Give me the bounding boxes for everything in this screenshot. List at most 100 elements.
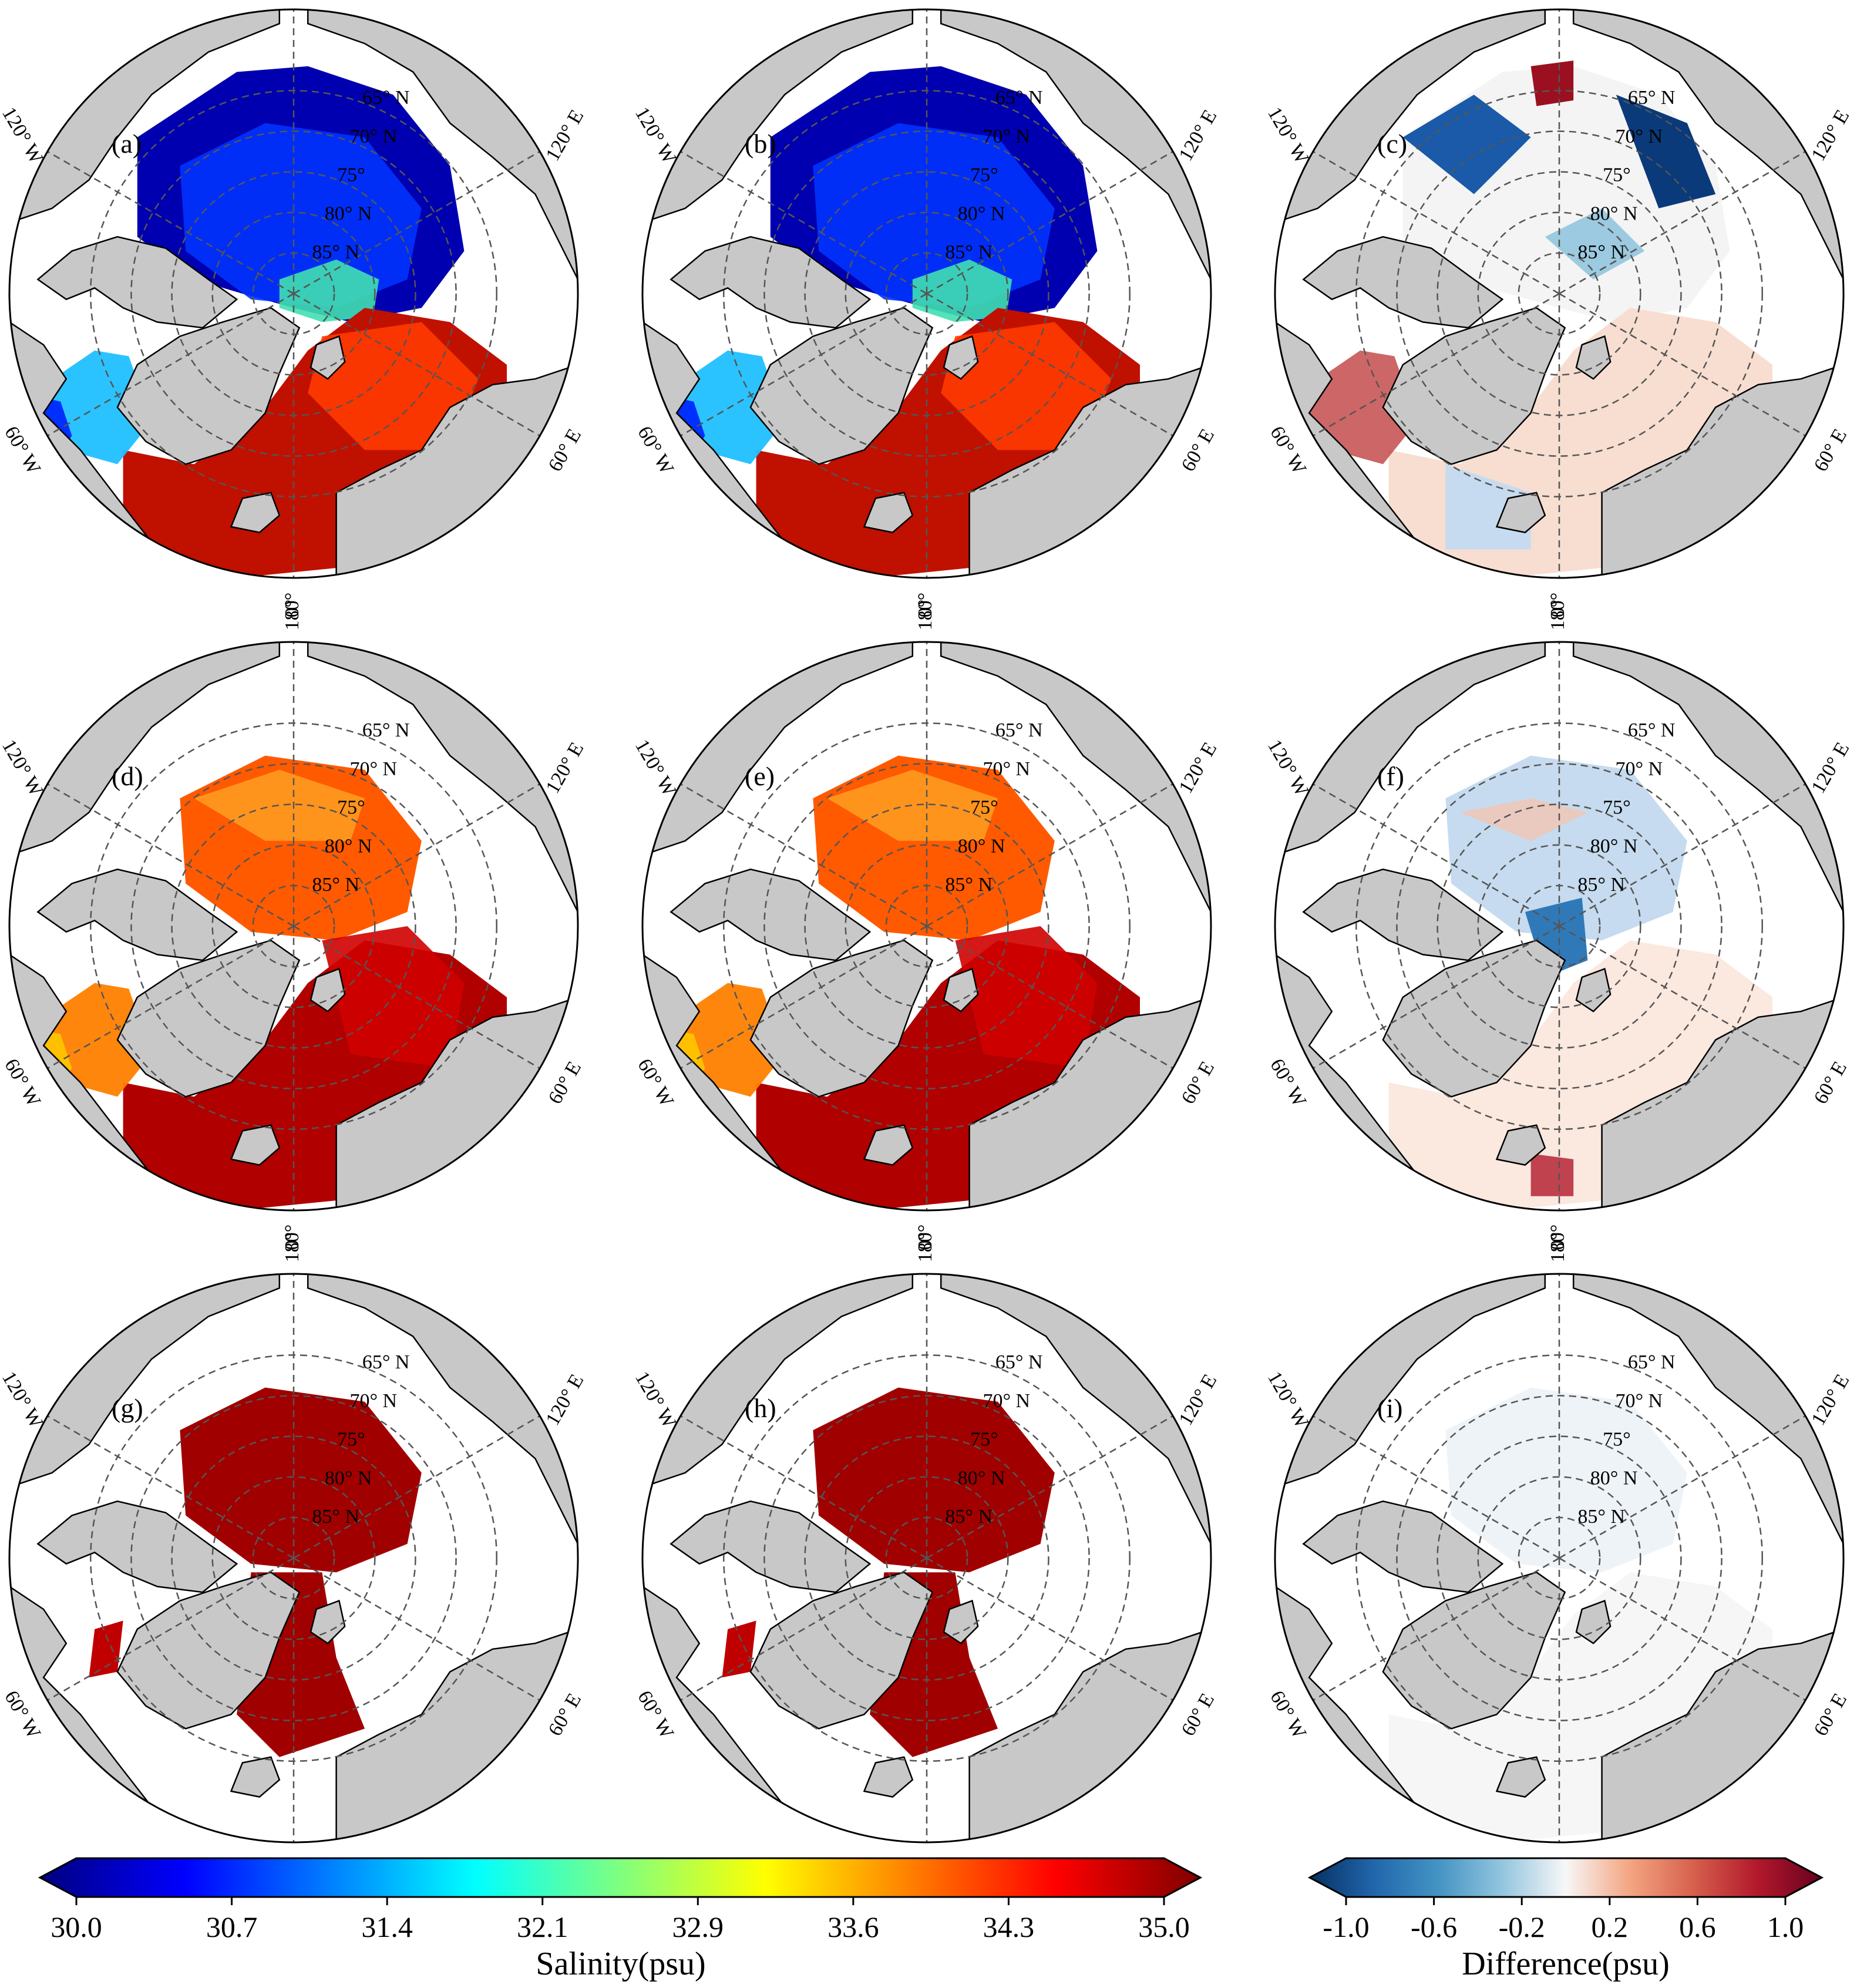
colorbar-tick-label: -0.6 [1411, 1910, 1457, 1943]
longitude-label: 120° E [1175, 1371, 1221, 1429]
latitude-label: 75° [337, 164, 365, 186]
latitude-label: 75° [970, 1429, 998, 1451]
longitude-line [680, 292, 927, 437]
ocean-field-patch [1445, 1387, 1687, 1573]
map-body [642, 1274, 1211, 1842]
longitude-label: 60° W [0, 1055, 45, 1111]
land-mass [116, 307, 301, 465]
longitude-line [926, 150, 1173, 295]
land-mass [310, 335, 346, 380]
ocean-field-patch [1530, 60, 1574, 106]
difference-colorbar: -1.0 -0.6 -0.2 0.2 0.6 1.0 Difference(psu) [1307, 1857, 1824, 1982]
colorbar-tick-label: 0.2 [1592, 1910, 1629, 1943]
latitude-circle [845, 844, 1009, 1008]
longitude-line [293, 292, 540, 437]
latitude-label: 80° N [1590, 1467, 1638, 1489]
latitude-circle [1396, 130, 1723, 457]
land-mass [670, 236, 872, 329]
latitude-label: 65° N [1628, 1351, 1676, 1373]
longitude-label: 60° W [0, 422, 45, 478]
ocean-field-patch [89, 1620, 123, 1678]
longitude-label: 60° E [1810, 1690, 1851, 1740]
ocean-field-patch [1402, 95, 1531, 194]
longitude-line [680, 925, 927, 1069]
latitude-circle [763, 763, 1090, 1089]
longitude-line [293, 150, 540, 295]
map-frame [8, 641, 579, 1212]
panel-label: (d) [112, 761, 143, 791]
longitude-label: 60° E [1810, 425, 1851, 475]
longitude-label: 60° W [633, 1687, 678, 1743]
longitude-label: 120° W [0, 736, 48, 800]
latitude-label: 70° N [1615, 1390, 1663, 1412]
longitude-line [293, 783, 540, 927]
latitude-circle [1477, 211, 1641, 376]
longitude-label: 60° E [1178, 1058, 1219, 1108]
land-mass [230, 1756, 281, 1798]
longitude-line [1313, 783, 1560, 927]
land-mass [943, 967, 979, 1012]
longitude-label: 60° W [1266, 1687, 1310, 1743]
longitude-label: 120° E [1175, 739, 1221, 798]
latitude-label: 85° N [312, 874, 359, 896]
longitude-label: 60° W [1266, 422, 1310, 478]
longitude-label: 0° [914, 1232, 936, 1250]
longitude-label: 120° W [631, 736, 681, 800]
latitude-label: 65° N [362, 719, 410, 741]
land-mass [36, 236, 238, 329]
colorbar-tick-label: 32.9 [672, 1910, 724, 1943]
longitude-line [1559, 925, 1806, 1069]
longitude-label: 60° W [1266, 1055, 1310, 1111]
latitude-label: 70° N [349, 1390, 397, 1412]
ocean-field-patch [912, 259, 1012, 322]
longitude-label: 120° W [631, 1368, 681, 1432]
longitude-line [47, 1557, 294, 1701]
land-mass [1382, 1571, 1566, 1730]
longitude-label: 180° [914, 1225, 936, 1263]
map-body [9, 642, 578, 1210]
map-body [9, 9, 578, 578]
map-panel-d: 65° N 70° N 75° 80° N 85° N 180° 120° E 60° E 0°… [0, 593, 588, 1250]
longitude-line [1313, 925, 1560, 1069]
longitude-label: 120° E [1175, 106, 1221, 165]
colorbar-tick-label: -0.2 [1499, 1910, 1545, 1943]
longitude-line [926, 783, 1173, 927]
longitude-line [1313, 1415, 1560, 1559]
difference-colorbar-title: Difference(psu) [1462, 1946, 1669, 1982]
longitude-label: 180° [1547, 593, 1569, 631]
latitude-circle [130, 763, 457, 1089]
salinity-colorbar: 30.0 30.7 31.4 32.1 32.9 33.6 34.3 35.0 Salinit… [38, 1857, 1203, 1982]
land-mass [116, 939, 301, 1098]
land-mass [1495, 492, 1546, 533]
map-body [642, 9, 1211, 578]
salinity-colorbar-ticks: 30.0 30.7 31.4 32.1 32.9 33.6 34.3 35.0 [51, 1897, 1190, 1943]
latitude-label: 70° N [349, 758, 397, 780]
longitude-line [47, 925, 294, 1069]
latitude-label: 85° N [1577, 874, 1625, 896]
land-mass [310, 1599, 346, 1644]
longitude-line [1559, 292, 1806, 437]
latitude-circle [130, 1395, 457, 1721]
map-panel-e: 65° N 70° N 75° 80° N 85° N 180° 120° E 60° E 0°… [631, 593, 1221, 1250]
longitude-label: 0° [281, 1232, 303, 1250]
land-mass [116, 1571, 301, 1730]
latitude-label: 75° [1603, 1429, 1631, 1451]
latitude-label: 75° [970, 164, 998, 186]
ocean-field-patch [279, 259, 379, 322]
latitude-label: 80° N [958, 835, 1005, 857]
longitude-label: 60° E [544, 1058, 586, 1108]
ocean-field-patch [813, 1387, 1055, 1573]
longitude-line [926, 925, 1173, 1069]
ocean-field-patch [180, 1387, 422, 1573]
latitude-label: 80° N [958, 203, 1005, 224]
latitude-label: 80° N [325, 835, 372, 857]
longitude-label: 180° [1547, 1225, 1569, 1263]
ocean-field-patch [180, 123, 422, 308]
latitude-label: 85° N [945, 874, 993, 896]
latitude-label: 80° N [325, 1467, 372, 1489]
longitude-line [680, 1415, 927, 1559]
map-body [1275, 642, 1843, 1210]
map-body [1275, 9, 1843, 578]
longitude-label: 120° W [0, 1368, 48, 1432]
